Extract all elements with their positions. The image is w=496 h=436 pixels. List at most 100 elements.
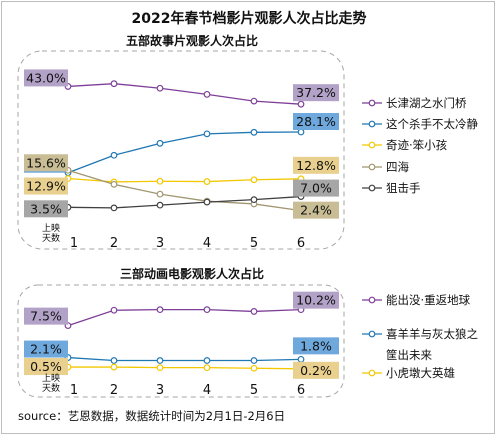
data-point <box>156 139 164 147</box>
panel-2-xlabel-line1: 上映 <box>42 372 60 384</box>
series-line <box>67 169 302 212</box>
x-tick-label: 6 <box>297 236 305 251</box>
data-point <box>250 364 258 372</box>
x-tick-label: 4 <box>203 236 211 251</box>
data-label-box <box>293 179 339 197</box>
x-tick-label: 2 <box>110 383 118 398</box>
x-tick-label: 6 <box>297 383 305 398</box>
legend-marker <box>368 120 376 128</box>
data-label-box <box>24 307 68 325</box>
data-label: 2.1% <box>30 342 62 357</box>
legend-label: 这个杀手不太冷静 <box>386 117 478 131</box>
data-point <box>156 306 164 314</box>
data-label: 10.2% <box>296 293 336 308</box>
data-point <box>110 204 118 212</box>
data-label: 28.1% <box>296 114 336 129</box>
data-point <box>203 90 211 98</box>
legend-marker <box>368 141 376 149</box>
legend-label: 奇迹·笨小孩 <box>386 138 448 152</box>
data-label-box <box>293 156 339 174</box>
x-tick-label: 3 <box>156 236 164 251</box>
data-point <box>156 177 164 185</box>
data-label-box <box>293 291 339 309</box>
panel-2-plot: 1 2 3 4 5 6 7.5% 10.2% 2.1% 1.8% 0.5% 0.2% <box>24 291 339 398</box>
data-point <box>110 180 118 188</box>
legend-label: 喜羊羊与灰太狼之 <box>386 327 478 341</box>
data-point <box>203 178 211 185</box>
data-point <box>203 357 211 364</box>
legend-label: 狙击手 <box>386 181 421 195</box>
x-tick-label: 3 <box>156 383 164 398</box>
data-point <box>156 364 164 372</box>
legend-marker <box>368 99 376 107</box>
panel-1-plot: 12345643.0%37.2%14.8%28.1%12.9%12.8%15.6… <box>24 69 339 251</box>
legend-label: 四海 <box>386 160 409 174</box>
data-label-box <box>24 358 68 376</box>
series-line <box>67 131 302 174</box>
data-label-box <box>293 201 339 219</box>
data-label: 2.4% <box>300 203 332 218</box>
data-point <box>203 364 211 372</box>
x-tick-label: 4 <box>203 383 211 398</box>
panel-1-title: 五部故事片观影人次占比 <box>126 33 258 48</box>
data-point <box>110 357 118 364</box>
data-label: 7.5% <box>30 309 62 324</box>
data-label: 0.5% <box>30 359 62 374</box>
legend-marker <box>368 369 376 377</box>
data-point <box>297 100 305 108</box>
data-point <box>250 97 258 105</box>
data-point <box>297 355 305 363</box>
series-line <box>68 366 302 370</box>
legend-label: 筐出未来 <box>386 348 432 362</box>
data-point <box>203 306 211 314</box>
legend-marker <box>368 163 376 171</box>
data-label: 1.8% <box>300 338 332 353</box>
data-point <box>156 357 164 364</box>
series-line <box>67 83 302 105</box>
chart-title: 2022年春节档影片观影人次占比走势 <box>132 10 367 27</box>
panel-2-frame <box>17 284 345 398</box>
panel-1-xlabel-line1: 上映 <box>42 222 60 234</box>
series-line <box>67 356 302 362</box>
data-point <box>250 128 258 136</box>
data-label: 3.5% <box>30 201 62 216</box>
data-point <box>110 80 118 88</box>
data-point <box>110 306 118 314</box>
data-label-box <box>24 200 68 218</box>
data-label-box <box>24 340 68 358</box>
series-line <box>67 308 302 327</box>
data-point <box>250 176 258 184</box>
data-point <box>250 357 258 364</box>
legend-marker <box>368 296 376 304</box>
panel-2-title: 三部动画电影观影人次占比 <box>120 266 264 281</box>
x-tick-label: 5 <box>250 383 258 398</box>
data-point <box>156 190 164 198</box>
data-point <box>297 128 305 136</box>
x-tick-label: 2 <box>110 236 118 251</box>
data-point <box>250 196 258 204</box>
data-point <box>110 151 118 159</box>
panel-2-xlabel-line2: 天数 <box>42 382 60 394</box>
data-label: 12.9% <box>26 179 66 194</box>
legend-marker <box>368 330 376 338</box>
series-line <box>67 195 302 209</box>
legend-marker <box>368 184 376 192</box>
data-label-box <box>24 154 68 172</box>
data-point <box>156 84 164 92</box>
data-label-box <box>24 69 68 87</box>
data-label: 43.0% <box>26 70 66 85</box>
source-note: source：艺恩数据，数据统计时间为2月1日-2月6日 <box>18 409 285 423</box>
data-label-box <box>293 361 339 379</box>
legend-label: 小虎墩大英雄 <box>386 366 455 380</box>
data-label-box <box>293 113 339 131</box>
data-label: 0.2% <box>300 363 332 378</box>
panel-1-xlabel-line2: 天数 <box>42 232 60 244</box>
x-tick-label: 1 <box>70 383 78 398</box>
data-label-box <box>24 177 68 195</box>
data-label: 7.0% <box>300 181 332 196</box>
data-label-box <box>293 84 339 102</box>
legend-label: 长津湖之水门桥 <box>386 96 467 110</box>
